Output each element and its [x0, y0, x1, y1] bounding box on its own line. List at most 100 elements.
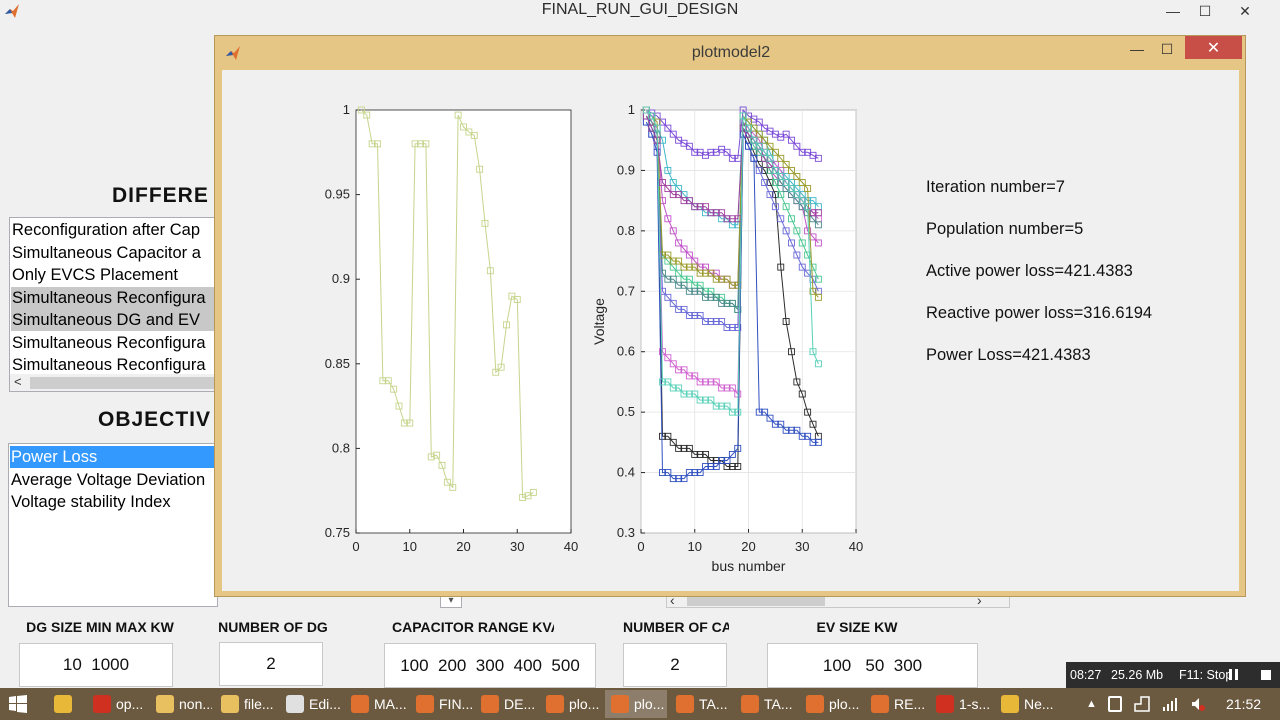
x-tick-label: 0 [352, 539, 359, 554]
data-point-marker [734, 408, 742, 416]
taskbar-item[interactable]: RE... [865, 690, 927, 718]
data-point-marker [745, 124, 752, 132]
data-point-marker [702, 203, 709, 211]
stop-icon[interactable] [1261, 670, 1271, 680]
data-point-marker [669, 299, 677, 307]
config-list-item[interactable]: Simultaneous Reconfigura [12, 356, 206, 374]
data-point-marker [664, 251, 672, 259]
config-list-item[interactable]: Simultaneous Capacitor a [12, 244, 201, 262]
data-point-marker [680, 263, 688, 271]
data-point-marker [809, 197, 817, 205]
main-maximize-button[interactable]: ☐ [1198, 2, 1212, 19]
taskbar-item[interactable]: MA... [345, 690, 407, 718]
taskbar-item-label: TA... [764, 696, 793, 712]
config-list-item[interactable]: Simultaneous Reconfigura [12, 334, 206, 352]
scrollbar-thumb[interactable] [687, 597, 825, 606]
data-point-marker [761, 408, 769, 416]
scroll-right-icon[interactable]: › [977, 592, 982, 608]
config-list-scrollbar[interactable]: < [10, 374, 218, 391]
config-list-item[interactable]: Reconfiguration after Cap [12, 221, 201, 239]
figure-maximize-button[interactable]: ☐ [1160, 40, 1174, 57]
data-point-marker [728, 450, 736, 458]
config-list-item[interactable]: Simultaneous DG and EV [11, 309, 218, 331]
num-dg-input[interactable]: 2 [219, 642, 323, 686]
data-point-marker [793, 227, 801, 235]
taskbar-item[interactable]: op... [87, 690, 147, 718]
data-point-marker [793, 378, 801, 386]
taskbar-item[interactable]: TA... [735, 690, 797, 718]
taskbar-item[interactable]: FIN... [410, 690, 472, 718]
y-tick-label: 0.6 [617, 344, 635, 359]
data-point-marker [782, 318, 790, 325]
x-tick-label: 10 [688, 539, 702, 554]
data-point-marker [702, 378, 709, 386]
app-icon [871, 695, 889, 713]
recorder-stop[interactable]: F11: Stop [1179, 668, 1233, 682]
data-point-marker [745, 142, 752, 150]
data-point-marker [492, 368, 500, 376]
data-point-marker [766, 179, 774, 186]
num-capacitor-input[interactable]: 2 [623, 643, 727, 687]
pause-icon[interactable] [1229, 669, 1238, 680]
data-point-marker [395, 402, 403, 410]
data-point-marker [788, 426, 795, 434]
data-point-marker [734, 444, 742, 452]
taskbar-item[interactable]: Edi... [280, 690, 342, 718]
config-list-item[interactable]: Simultaneous Reconfigura [11, 287, 218, 309]
ev-size-input[interactable]: 100 50 300 [767, 643, 978, 688]
config-list-item[interactable]: Only EVCS Placement [12, 266, 178, 284]
y-tick-label: 0.75 [325, 525, 350, 540]
data-point-marker [519, 494, 527, 501]
data-point-marker [659, 118, 666, 126]
objective-list-item[interactable]: Power Loss [10, 446, 217, 468]
taskbar-item[interactable]: plo... [540, 690, 602, 718]
taskbar-item[interactable]: file... [215, 690, 277, 718]
objective-list-item[interactable]: Average Voltage Deviation [11, 471, 206, 489]
main-close-button[interactable]: ✕ [1239, 2, 1251, 19]
data-point-marker [788, 239, 795, 247]
scrollbar-thumb[interactable] [30, 377, 218, 389]
tray-volume-icon[interactable] [1190, 696, 1206, 712]
data-point-marker [761, 148, 769, 156]
tray-usb-icon[interactable] [1108, 696, 1122, 712]
num-dg-label: NUMBER OF DG [218, 619, 328, 635]
taskbar-item-label: Ne... [1024, 696, 1054, 712]
x-tick-label: 30 [795, 539, 809, 554]
objective-listbox[interactable]: Power Loss Average Voltage Deviation Vol… [8, 443, 218, 607]
tray-network-icon[interactable] [1134, 696, 1150, 712]
objective-list-item[interactable]: Voltage stability Index [11, 493, 171, 511]
taskbar-item[interactable] [48, 690, 84, 718]
data-point-marker [696, 203, 704, 211]
config-listbox[interactable]: Reconfiguration after Cap Simultaneous C… [9, 217, 219, 392]
app-icon [936, 695, 954, 713]
taskbar-item[interactable]: plo... [605, 690, 667, 718]
taskbar-item[interactable]: Ne... [995, 690, 1063, 718]
taskbar-item[interactable]: plo... [800, 690, 862, 718]
series-line [646, 109, 819, 226]
tray-signal-icon[interactable] [1162, 696, 1178, 712]
plot-area [355, 109, 572, 534]
figure-minimize-button[interactable]: — [1130, 41, 1144, 57]
data-point-marker [798, 390, 806, 398]
taskbar-clock[interactable]: 21:52 [1226, 696, 1262, 712]
data-point-marker [675, 257, 683, 265]
capacitor-range-input[interactable]: 100 200 300 400 500 [384, 643, 596, 688]
windows-start-icon[interactable] [8, 694, 28, 714]
figure-close-button[interactable]: ✕ [1185, 36, 1242, 59]
series-line [646, 115, 819, 311]
taskbar-item[interactable]: non... [150, 690, 212, 718]
data-point-marker [712, 463, 720, 470]
figure-title: plotmodel2 [691, 44, 771, 61]
start-button[interactable] [8, 690, 40, 718]
scroll-left-arrow-icon[interactable]: < [14, 374, 22, 389]
data-point-marker [659, 469, 666, 477]
taskbar-item[interactable]: DE... [475, 690, 537, 718]
taskbar-item[interactable]: 1-s... [930, 690, 992, 718]
taskbar-item[interactable]: TA... [670, 690, 732, 718]
tray-chevron-icon[interactable]: ▲ [1086, 698, 1097, 710]
dg-size-input[interactable]: 10 1000 [19, 643, 173, 687]
data-point-marker [685, 287, 693, 295]
main-minimize-button[interactable]: — [1166, 3, 1180, 19]
heading-objective: OBJECTIV [98, 408, 212, 431]
scroll-left-icon[interactable]: ‹ [670, 592, 675, 608]
